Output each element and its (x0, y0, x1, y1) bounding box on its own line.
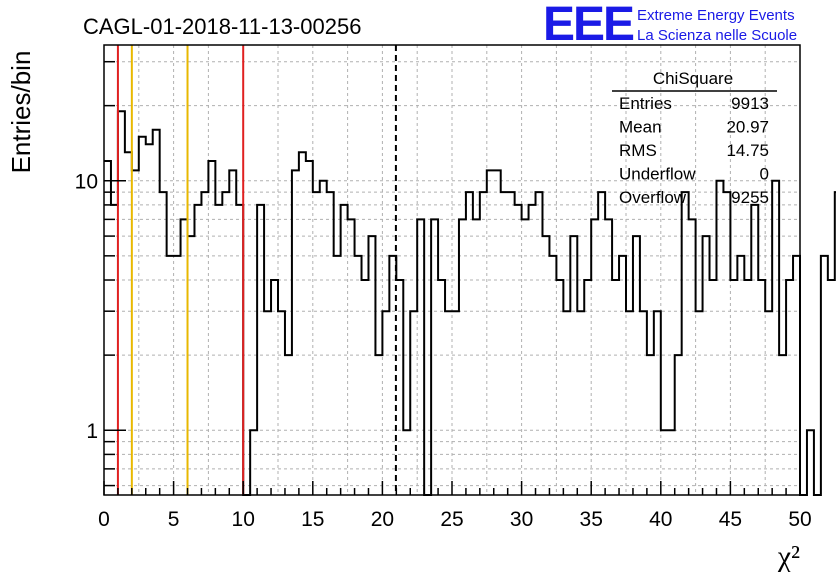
stats-label: RMS (619, 141, 657, 160)
histogram (104, 110, 836, 496)
x-tick-label: 10 (232, 508, 255, 531)
stats-label: Mean (619, 118, 662, 137)
stats-value: 0 (760, 165, 769, 184)
x-tick-label: 45 (719, 508, 742, 531)
logo-line-1: Extreme Energy Events (637, 7, 795, 24)
stats-label: Entries (619, 94, 672, 113)
y-axis-label: Entries/bin (6, 51, 36, 174)
axis-ticks: 0 5 10 15 20 25 30 35 40 45 50 1 10 (75, 60, 812, 531)
x-axis-label: χ² (777, 540, 800, 572)
histogram-line (104, 110, 836, 496)
x-tick-label: 0 (98, 508, 110, 531)
x-tick-label: 15 (301, 508, 324, 531)
x-tick-label: 40 (649, 508, 672, 531)
logo-mark: EEE (543, 0, 634, 51)
x-tick-label: 25 (440, 508, 463, 531)
stats-value: 20.97 (726, 118, 769, 137)
y-tick-label: 10 (75, 171, 98, 194)
stats-box: ChiSquare Entries 9913 Mean 20.97 RMS 14.75 Un… (612, 69, 777, 207)
stats-label: Underflow (619, 165, 696, 184)
stats-title: ChiSquare (653, 69, 733, 88)
x-tick-label: 35 (580, 508, 603, 531)
y-tick-label: 1 (86, 420, 98, 443)
marker-lines (116, 45, 397, 495)
x-tick-label: 30 (510, 508, 533, 531)
x-tick-label: 50 (788, 508, 811, 531)
chart-title: CAGL-01-2018-11-13-00256 (83, 14, 361, 39)
stats-label: Overflow (619, 188, 687, 207)
eee-logo: EEE Extreme Energy Events La Scienza nel… (543, 0, 797, 51)
stats-value: 9913 (731, 94, 769, 113)
stats-value: 9255 (731, 188, 769, 207)
x-tick-label: 5 (168, 508, 180, 531)
logo-line-2: La Scienza nelle Scuole (637, 27, 797, 44)
x-tick-label: 20 (371, 508, 394, 531)
stats-value: 14.75 (726, 141, 769, 160)
